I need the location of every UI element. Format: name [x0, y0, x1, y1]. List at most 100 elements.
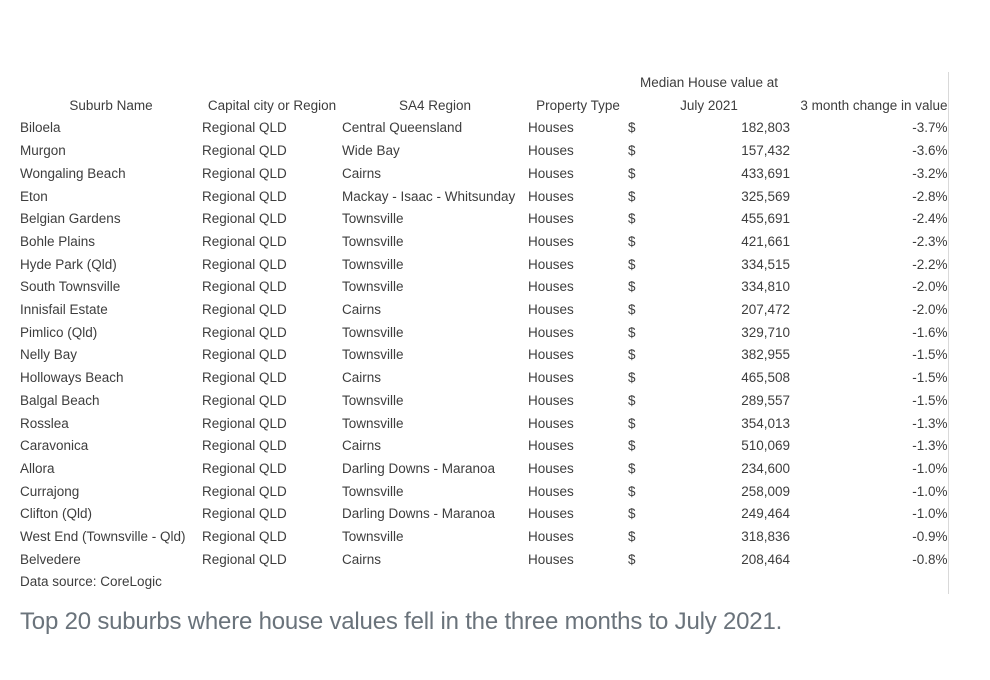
cell-3-month-change: -2.4%: [912, 211, 948, 227]
table-row: Pimlico (Qld) Regional QLD Townsville Ho…: [20, 322, 948, 345]
cell-region: Regional QLD: [202, 529, 287, 545]
table-row: Holloways Beach Regional QLD Cairns Hous…: [20, 367, 948, 390]
cell-3-month-change: -1.3%: [912, 438, 948, 454]
cell-sa4-region: Central Queensland: [342, 120, 463, 136]
cell-region: Regional QLD: [202, 438, 287, 454]
cell-suburb-name: South Townsville: [20, 279, 121, 295]
figure-caption: Top 20 suburbs where house values fell i…: [20, 608, 783, 635]
suburb-value-table: Median House value at Suburb Name Capita…: [20, 72, 949, 595]
cell-median-value: 208,464: [741, 551, 790, 567]
cell-currency-symbol: $: [628, 324, 636, 340]
cell-median-value: 182,803: [741, 120, 790, 136]
cell-sa4-region: Darling Downs - Maranoa: [342, 460, 496, 476]
cell-3-month-change: -2.0%: [912, 279, 948, 295]
table-header: Median House value at Suburb Name Capita…: [20, 72, 948, 117]
cell-region: Regional QLD: [202, 120, 287, 136]
cell-currency-symbol: $: [628, 302, 636, 318]
cell-sa4-region: Cairns: [342, 165, 382, 181]
cell-currency-symbol: $: [628, 256, 636, 272]
cell-median-value: 325,569: [741, 188, 790, 204]
table-header-row: Suburb Name Capital city or Region SA4 R…: [20, 95, 948, 118]
cell-median-value: 354,013: [741, 415, 790, 431]
cell-region: Regional QLD: [202, 233, 287, 249]
header-spacer: [790, 72, 948, 95]
cell-median-value: 249,464: [741, 506, 790, 522]
cell-suburb-name: Bohle Plains: [20, 233, 96, 249]
cell-currency-symbol: $: [628, 551, 636, 567]
cell-currency-symbol: $: [628, 188, 636, 204]
cell-currency-symbol: $: [628, 415, 636, 431]
cell-suburb-name: Murgon: [20, 143, 66, 159]
cell-suburb-name: Hyde Park (Qld): [20, 256, 117, 272]
cell-3-month-change: -1.6%: [912, 324, 948, 340]
cell-suburb-name: Belvedere: [20, 551, 81, 567]
cell-currency-symbol: $: [628, 529, 636, 545]
cell-median-value: 334,515: [741, 256, 790, 272]
header-median-house-value-group: Median House value at: [639, 75, 779, 90]
cell-region: Regional QLD: [202, 279, 287, 295]
suburb-value-table-region: Median House value at Suburb Name Capita…: [20, 72, 949, 595]
cell-suburb-name: Wongaling Beach: [20, 165, 126, 181]
cell-property-type: Houses: [528, 120, 574, 136]
cell-sa4-region: Townsville: [342, 233, 404, 249]
cell-3-month-change: -1.5%: [912, 392, 948, 408]
cell-sa4-region: Darling Downs - Maranoa: [342, 506, 496, 522]
cell-currency-symbol: $: [628, 279, 636, 295]
cell-sa4-region: Cairns: [342, 370, 382, 386]
cell-property-type: Houses: [528, 551, 574, 567]
cell-3-month-change: -2.2%: [912, 256, 948, 272]
cell-median-value: 207,472: [741, 302, 790, 318]
table-row: Innisfail Estate Regional QLD Cairns Hou…: [20, 299, 948, 322]
cell-currency-symbol: $: [628, 506, 636, 522]
cell-property-type: Houses: [528, 347, 574, 363]
cell-sa4-region: Townsville: [342, 279, 404, 295]
header-spacer: [20, 72, 202, 95]
table-row: Rosslea Regional QLD Townsville Houses $…: [20, 413, 948, 436]
cell-3-month-change: -0.9%: [912, 529, 948, 545]
cell-median-value: 318,836: [741, 529, 790, 545]
cell-sa4-region: Townsville: [342, 415, 404, 431]
cell-median-value: 289,557: [741, 392, 790, 408]
table-body: Biloela Regional QLD Central Queensland …: [20, 117, 948, 571]
table-row: Murgon Regional QLD Wide Bay Houses $ 15…: [20, 140, 948, 163]
cell-median-value: 421,661: [741, 233, 790, 249]
cell-property-type: Houses: [528, 211, 574, 227]
header-spacer: [528, 72, 628, 95]
cell-sa4-region: Cairns: [342, 302, 382, 318]
cell-property-type: Houses: [528, 324, 574, 340]
cell-region: Regional QLD: [202, 347, 287, 363]
cell-3-month-change: -1.0%: [912, 460, 948, 476]
cell-currency-symbol: $: [628, 438, 636, 454]
table-row: Currajong Regional QLD Townsville Houses…: [20, 481, 948, 504]
cell-median-value: 455,691: [741, 211, 790, 227]
cell-property-type: Houses: [528, 460, 574, 476]
table-row: Hyde Park (Qld) Regional QLD Townsville …: [20, 254, 948, 277]
cell-suburb-name: Eton: [20, 188, 48, 204]
cell-region: Regional QLD: [202, 483, 287, 499]
cell-region: Regional QLD: [202, 392, 287, 408]
data-source-note: Data source: CoreLogic: [20, 574, 162, 590]
cell-suburb-name: Nelly Bay: [20, 347, 78, 363]
cell-currency-symbol: $: [628, 233, 636, 249]
cell-3-month-change: -3.6%: [912, 143, 948, 159]
cell-sa4-region: Townsville: [342, 529, 404, 545]
cell-suburb-name: Caravonica: [20, 438, 89, 454]
cell-3-month-change: -1.5%: [912, 370, 948, 386]
cell-currency-symbol: $: [628, 165, 636, 181]
header-3-month-change: 3 month change in value: [800, 97, 948, 113]
table-row: Caravonica Regional QLD Cairns Houses $ …: [20, 435, 948, 458]
cell-property-type: Houses: [528, 143, 574, 159]
cell-median-value: 465,508: [741, 370, 790, 386]
cell-region: Regional QLD: [202, 551, 287, 567]
cell-currency-symbol: $: [628, 211, 636, 227]
cell-currency-symbol: $: [628, 392, 636, 408]
header-spacer: [342, 72, 528, 95]
cell-region: Regional QLD: [202, 188, 287, 204]
cell-median-value: 329,710: [741, 324, 790, 340]
cell-suburb-name: Currajong: [20, 483, 80, 499]
cell-suburb-name: Biloela: [20, 120, 61, 136]
table-row: Wongaling Beach Regional QLD Cairns Hous…: [20, 163, 948, 186]
header-property-type: Property Type: [536, 97, 620, 113]
cell-median-value: 334,810: [741, 279, 790, 295]
cell-suburb-name: Pimlico (Qld): [20, 324, 98, 340]
